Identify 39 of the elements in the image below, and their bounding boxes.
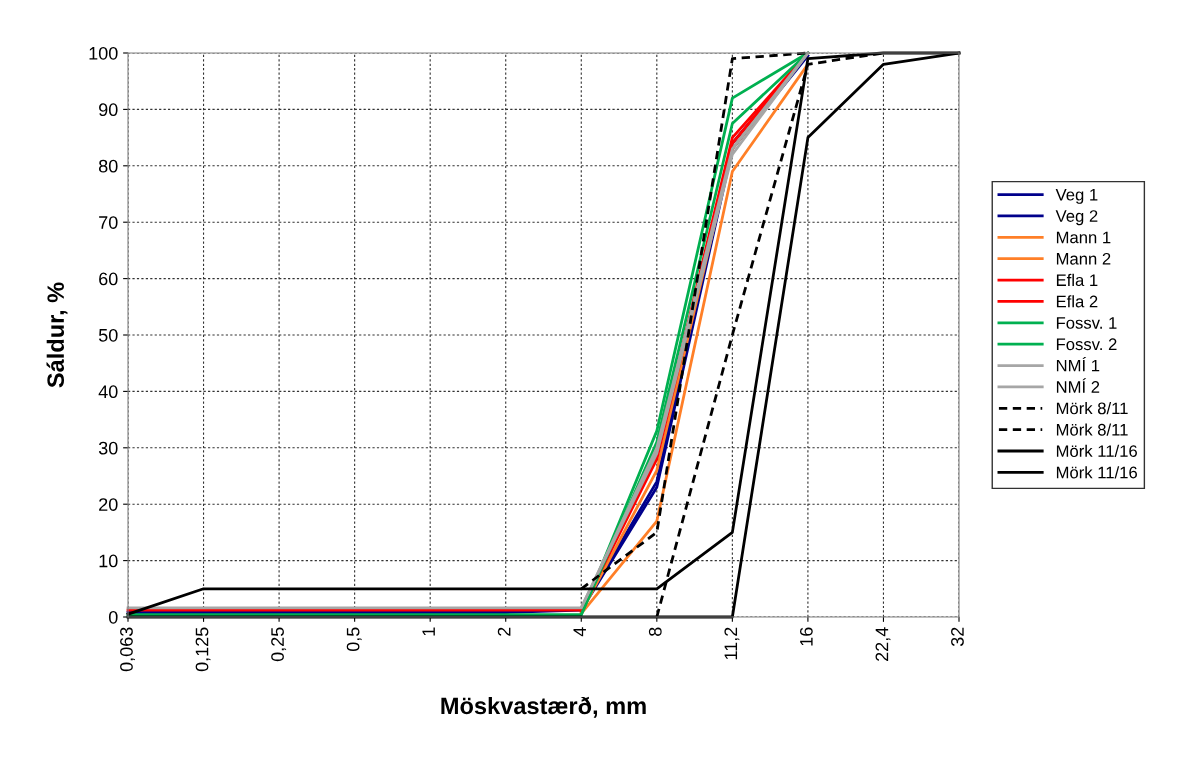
- x-tick-label: 22,4: [875, 627, 891, 661]
- legend-label: Fossv. 2: [1056, 338, 1117, 351]
- x-tick-label: 1: [422, 627, 435, 636]
- x-tick-label: 2: [497, 627, 511, 636]
- x-tick-label: 0,063: [120, 627, 135, 672]
- legend-label: Fossv. 1: [1056, 317, 1117, 329]
- y-tick-label: 30: [98, 441, 118, 455]
- y-tick-label: 80: [98, 159, 118, 173]
- y-tick-label: 10: [99, 554, 118, 568]
- y-tick-label: 90: [99, 103, 118, 117]
- y-tick-label: 60: [99, 272, 118, 286]
- y-axis-title: Sáldur, %: [46, 282, 68, 388]
- x-tick-label: 4: [573, 627, 586, 637]
- legend-label: Mann 1: [1056, 231, 1111, 244]
- legend-label: Efla 1: [1056, 273, 1098, 287]
- x-tick-label: 16: [799, 627, 813, 646]
- legend-label: Mörk 11/16: [1056, 466, 1137, 479]
- x-axis-title: Möskvastærð, mm: [441, 696, 646, 718]
- x-tick-label: 11,2: [724, 627, 740, 660]
- legend-label: Mörk 11/16: [1056, 444, 1137, 458]
- legend-label: NMÍ 1: [1056, 356, 1100, 372]
- y-tick-label: 100: [89, 46, 118, 60]
- y-tick-label: 70: [99, 216, 118, 229]
- legend-label: Veg 2: [1055, 210, 1098, 226]
- legend-label: Veg 1: [1055, 188, 1098, 204]
- x-tick-label: 0,5: [346, 627, 362, 652]
- legend-label: Efla 2: [1056, 295, 1098, 308]
- x-tick-label: 32: [951, 627, 964, 647]
- legend-label: Mann 2: [1056, 252, 1111, 265]
- x-tick-label: 0,25: [271, 627, 287, 662]
- legend-label: NMÍ 2: [1056, 378, 1100, 393]
- y-tick-label: 0: [108, 610, 118, 624]
- x-tick-label: 8: [648, 627, 662, 636]
- legend-label: Mörk 8/11: [1056, 402, 1128, 415]
- legend-label: Mörk 8/11: [1056, 423, 1128, 436]
- y-tick-label: 40: [98, 385, 118, 399]
- x-tick-label: 0,125: [195, 627, 211, 672]
- y-tick-label: 20: [99, 498, 118, 511]
- y-tick-label: 50: [98, 328, 118, 342]
